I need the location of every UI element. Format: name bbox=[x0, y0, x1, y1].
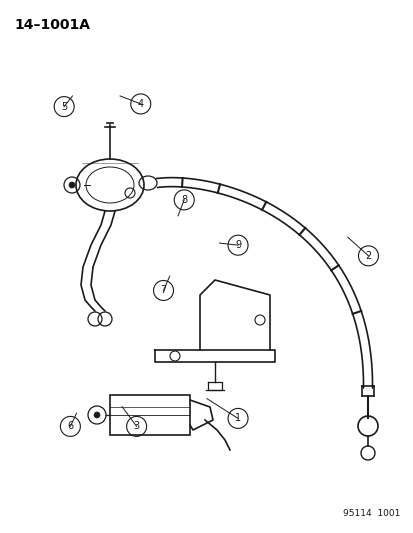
Text: 7: 7 bbox=[160, 286, 166, 295]
Text: 3: 3 bbox=[133, 422, 139, 431]
Text: 5: 5 bbox=[61, 102, 67, 111]
Text: 9: 9 bbox=[235, 240, 240, 250]
Text: 1: 1 bbox=[235, 414, 240, 423]
Circle shape bbox=[94, 412, 100, 418]
Bar bbox=[110, 395, 190, 435]
Text: 4: 4 bbox=[138, 99, 143, 109]
Text: 8: 8 bbox=[181, 195, 187, 205]
Circle shape bbox=[69, 182, 75, 188]
Text: 2: 2 bbox=[364, 251, 371, 261]
Text: 6: 6 bbox=[67, 422, 73, 431]
Text: 95114  1001: 95114 1001 bbox=[342, 509, 399, 518]
Text: 14–1001A: 14–1001A bbox=[14, 18, 90, 32]
